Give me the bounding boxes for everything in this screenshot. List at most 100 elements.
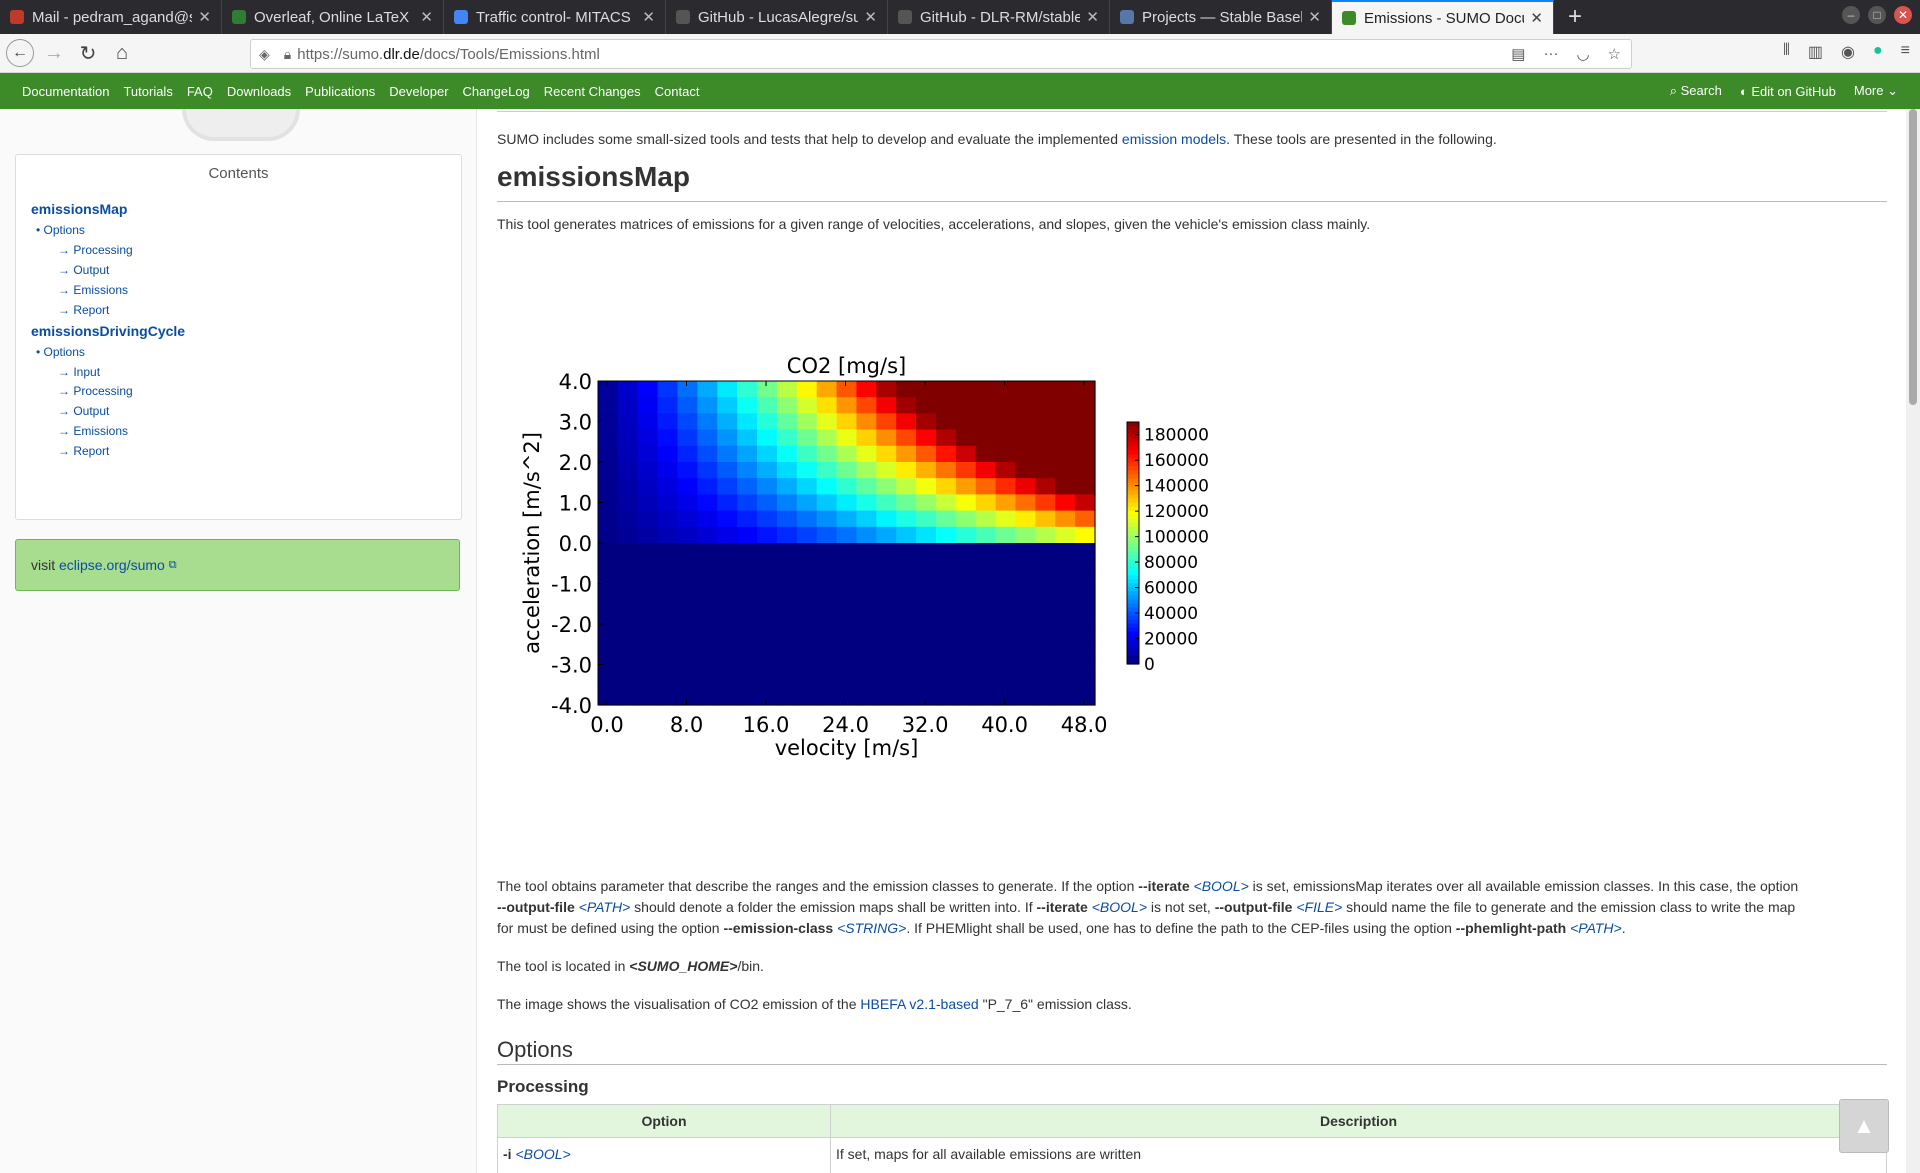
more-menu[interactable]: More ⌄ <box>1853 83 1898 98</box>
browser-tab[interactable]: Overleaf, Online LaTeX E ✕ <box>222 0 444 34</box>
nav-link-downloads[interactable]: Downloads <box>226 83 292 99</box>
heatmap-cell <box>1055 591 1076 609</box>
heatmap-cell <box>975 413 997 431</box>
home-button[interactable]: ⌂ <box>115 41 129 64</box>
toc-item-link[interactable]: → Emissions <box>58 424 129 438</box>
heatmap-cell <box>975 688 997 706</box>
heatmap-cell <box>916 462 937 479</box>
toc-item-link[interactable]: → Output <box>58 263 110 277</box>
nav-link-changelog[interactable]: ChangeLog <box>462 83 530 99</box>
toc-item-link[interactable]: • Options <box>36 345 85 359</box>
more-actions-icon[interactable]: ··· <box>1543 45 1559 62</box>
heatmap-cell <box>697 672 718 690</box>
heatmap-cell <box>617 478 639 495</box>
colorbar-tick-label: 120000 <box>1144 502 1209 522</box>
menu-icon[interactable]: ≡ <box>1900 42 1910 59</box>
heatmap-cell <box>757 462 778 479</box>
heatmap-cell <box>836 688 858 706</box>
window-close-button[interactable]: ✕ <box>1894 6 1912 24</box>
heatmap-cell <box>916 543 937 560</box>
heatmap-cell <box>737 640 758 657</box>
tab-close-icon[interactable]: ✕ <box>420 9 433 26</box>
page-scrollbar[interactable] <box>1906 109 1920 1173</box>
nav-link-publications[interactable]: Publications <box>305 83 376 99</box>
tab-close-icon[interactable]: ✕ <box>642 9 655 26</box>
heatmap-cell <box>677 494 698 512</box>
reader-view-icon[interactable]: ▤ <box>1511 46 1526 63</box>
toc-item-link[interactable]: → Input <box>58 365 101 379</box>
tab-close-icon[interactable]: ✕ <box>1086 9 1099 26</box>
toc-item-link[interactable]: • Options <box>36 223 85 237</box>
toc-item-link[interactable]: → Emissions <box>58 283 129 297</box>
heatmap-cell <box>1035 381 1056 398</box>
browser-tab[interactable]: GitHub - DLR-RM/stable ✕ <box>888 0 1110 34</box>
sidebar: Contents emissionsMap • Options → Processi… <box>0 109 477 1173</box>
account-icon[interactable]: ◉ <box>1841 44 1855 61</box>
browser-tab[interactable]: Mail - pedram_agand@s ✕ <box>0 0 222 34</box>
scrollbar-thumb[interactable] <box>1909 109 1917 405</box>
tab-close-icon[interactable]: ✕ <box>1308 9 1321 26</box>
toc-section-link[interactable]: emissionsDrivingCycle <box>31 323 186 339</box>
grammarly-icon[interactable]: ● <box>1872 42 1883 59</box>
colorbar-segment <box>1127 462 1139 467</box>
heatmap-cell <box>737 494 758 512</box>
browser-tab[interactable]: Projects — Stable Basel ✕ <box>1110 0 1332 34</box>
forward-button[interactable]: → <box>44 41 64 64</box>
maximize-button[interactable]: □ <box>1868 6 1886 24</box>
toc-item-link[interactable]: → Report <box>58 444 110 458</box>
browser-tab[interactable]: Emissions - SUMO Docu ✕ <box>1332 0 1554 34</box>
back-to-top-button[interactable]: ▲ <box>1839 1099 1889 1153</box>
heatmap-cell <box>617 607 639 625</box>
url-bar[interactable]: ◈ 🔒︎ https://sumo.dlr.de/docs/Tools/Emis… <box>250 39 1632 69</box>
nav-link-developer[interactable]: Developer <box>389 83 449 99</box>
nav-link-contact[interactable]: Contact <box>654 83 700 99</box>
heatmap-cell <box>975 640 997 657</box>
browser-tab[interactable]: Traffic control- MITACS ✕ <box>444 0 666 34</box>
heatmap-cell <box>637 478 659 495</box>
heatmap-cell <box>657 543 679 560</box>
colorbar-segment <box>1127 659 1139 665</box>
url-text[interactable]: https://sumo.dlr.de/docs/Tools/Emissions… <box>297 45 600 63</box>
reload-button[interactable]: ↻ <box>79 42 97 65</box>
minimize-button[interactable]: – <box>1842 6 1860 24</box>
edit-on-github-link[interactable]: ◐ Edit on GitHub <box>1739 83 1836 99</box>
toc-item-link[interactable]: → Processing <box>58 384 133 398</box>
toc-section-link[interactable]: emissionsMap <box>31 201 128 217</box>
search-link[interactable]: ⌕ Search <box>1669 83 1722 98</box>
browser-tab[interactable]: GitHub - LucasAlegre/su ✕ <box>666 0 888 34</box>
heatmap-cell <box>955 591 977 609</box>
nav-link-documentation[interactable]: Documentation <box>22 83 110 99</box>
eclipse-link[interactable]: eclipse.org/sumo <box>59 557 165 573</box>
new-tab-button[interactable]: + <box>1568 3 1583 30</box>
heatmap-cell <box>776 640 798 657</box>
nav-link-tutorials[interactable]: Tutorials <box>123 83 173 99</box>
colorbar-segment <box>1127 551 1139 556</box>
toc-item-link[interactable]: → Report <box>58 303 110 317</box>
heatmap-cell <box>856 559 877 576</box>
library-icon[interactable]: ⫴ <box>1783 42 1790 59</box>
heatmap-cell <box>1055 445 1076 463</box>
heatmap-cell <box>876 462 897 479</box>
back-button[interactable]: ← <box>6 39 34 67</box>
hbefa-link[interactable]: HBEFA v2.1-based <box>860 996 979 1012</box>
toc-item-link[interactable]: → Processing <box>58 243 133 257</box>
emission-models-link[interactable]: emission models <box>1121 131 1227 147</box>
heatmap-cell <box>757 559 778 576</box>
heatmap-cell <box>856 381 877 398</box>
heatmap-cell <box>896 656 917 674</box>
nav-link-faq[interactable]: FAQ <box>186 83 213 99</box>
bookmark-star-icon[interactable]: ☆ <box>1607 46 1621 63</box>
heatmap-cell <box>876 494 897 512</box>
nav-link-recent-changes[interactable]: Recent Changes <box>543 83 641 99</box>
colorbar-segment <box>1127 555 1139 560</box>
colorbar-segment <box>1127 442 1139 447</box>
tab-close-icon[interactable]: ✕ <box>198 9 211 26</box>
toc-item-link[interactable]: → Output <box>58 404 110 418</box>
heatmap-cell <box>1075 575 1096 593</box>
tab-close-icon[interactable]: ✕ <box>864 9 877 26</box>
sidebar-toggle-icon[interactable]: ▥ <box>1807 44 1824 61</box>
pocket-icon[interactable]: ◡ <box>1576 46 1590 63</box>
heatmap-cell <box>617 397 639 414</box>
tab-close-icon[interactable]: ✕ <box>1530 10 1543 27</box>
colorbar-segment <box>1127 490 1139 496</box>
